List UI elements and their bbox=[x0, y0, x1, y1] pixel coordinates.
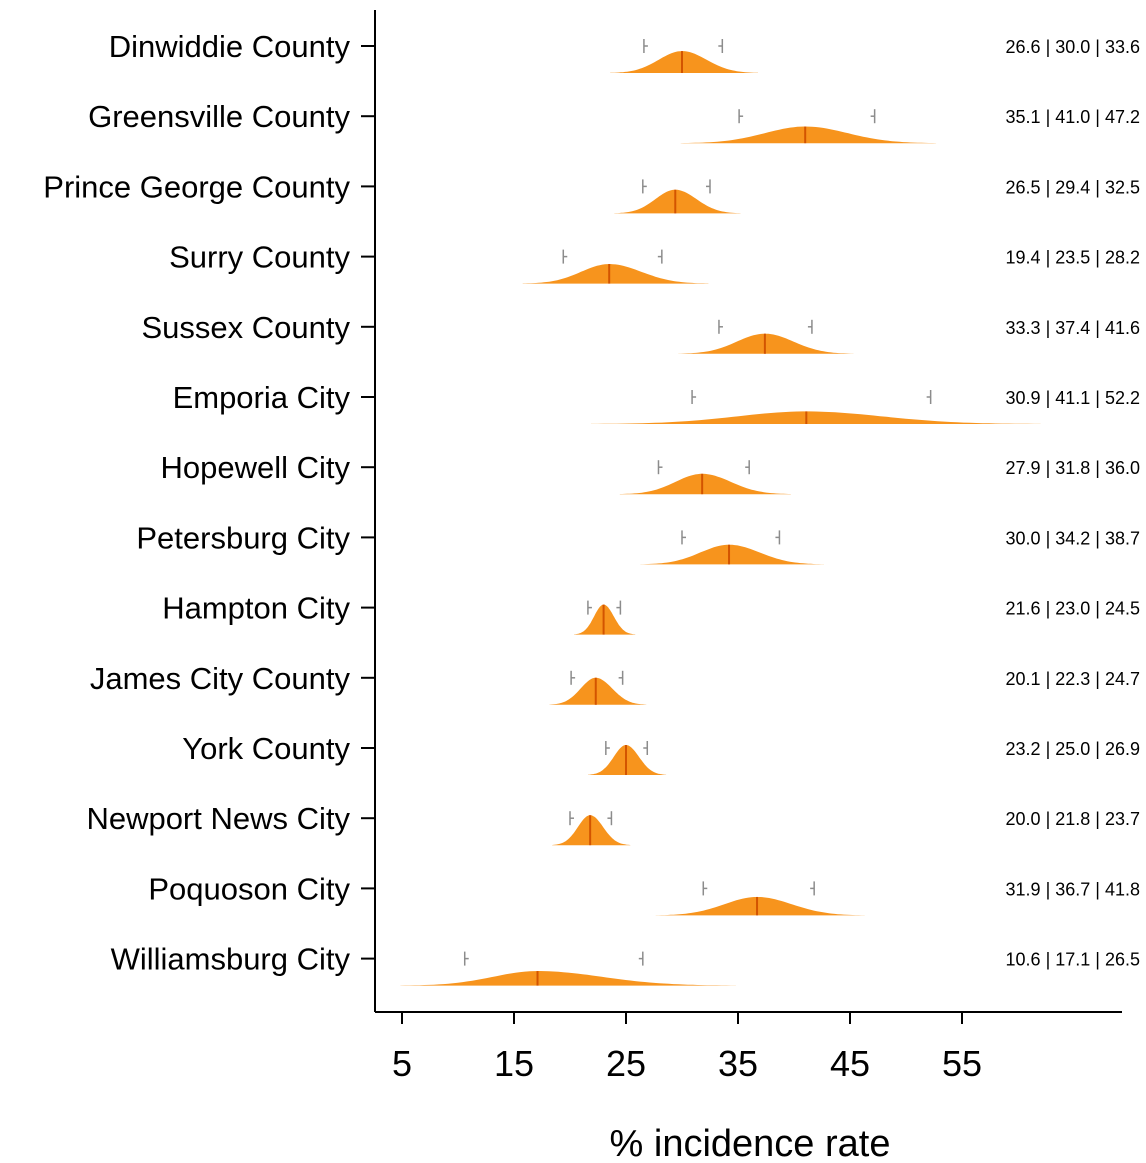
x-tick-label: 5 bbox=[392, 1043, 412, 1084]
category-label: Petersburg City bbox=[136, 520, 350, 555]
violin-shape bbox=[400, 971, 736, 986]
violin-shape bbox=[574, 604, 636, 635]
value-label: 20.1 | 22.3 | 24.7 bbox=[1006, 669, 1140, 689]
value-label: 19.4 | 23.5 | 28.2 bbox=[1006, 248, 1140, 268]
x-axis-title: % incidence rate bbox=[610, 1123, 891, 1163]
violin-shape bbox=[552, 815, 631, 846]
category-label: Dinwiddie County bbox=[109, 29, 351, 64]
plot-area: 5 15 25 35 45 55 Dinwiddie County 26.6 | 30.0 |… bbox=[43, 10, 1140, 1084]
x-tick-label: 35 bbox=[718, 1043, 758, 1084]
category-label: Greensville County bbox=[88, 99, 350, 134]
violin-shape bbox=[522, 264, 709, 284]
category-label: Surry County bbox=[169, 240, 350, 275]
violin-shape bbox=[614, 189, 741, 214]
violin-shape bbox=[549, 677, 647, 705]
category-label: Hampton City bbox=[162, 591, 350, 626]
value-label: 20.0 | 21.8 | 23.7 bbox=[1006, 809, 1140, 829]
value-label: 27.9 | 31.8 | 36.0 bbox=[1006, 458, 1140, 478]
category-label: Poquoson City bbox=[148, 871, 350, 906]
violin-shape bbox=[610, 51, 758, 73]
value-label: 21.6 | 23.0 | 24.5 bbox=[1006, 599, 1140, 619]
value-label: 31.9 | 36.7 | 41.8 bbox=[1006, 879, 1140, 899]
x-tick-label: 15 bbox=[494, 1043, 534, 1084]
value-label: 35.1 | 41.0 | 47.2 bbox=[1006, 107, 1140, 127]
violin-shape bbox=[680, 126, 937, 144]
value-label: 30.9 | 41.1 | 52.2 bbox=[1006, 388, 1140, 408]
value-label: 26.5 | 29.4 | 32.5 bbox=[1006, 177, 1140, 197]
violin-shape bbox=[588, 745, 667, 775]
category-label: York County bbox=[182, 731, 350, 766]
value-label: 23.2 | 25.0 | 26.9 bbox=[1006, 739, 1140, 759]
violin-shape bbox=[591, 411, 1041, 424]
x-tick-label: 55 bbox=[942, 1043, 982, 1084]
category-label: Hopewell City bbox=[160, 450, 350, 485]
value-label: 10.6 | 17.1 | 26.5 bbox=[1006, 950, 1140, 970]
value-label: 26.6 | 30.0 | 33.6 bbox=[1006, 37, 1140, 57]
violin-shape bbox=[655, 897, 865, 916]
value-label: 30.0 | 34.2 | 38.7 bbox=[1006, 528, 1140, 548]
violin-shape bbox=[640, 544, 824, 565]
category-label: Sussex County bbox=[142, 310, 351, 345]
x-tick-label: 45 bbox=[830, 1043, 870, 1084]
value-label: 33.3 | 37.4 | 41.6 bbox=[1006, 318, 1140, 338]
category-label: Newport News City bbox=[86, 801, 350, 836]
category-label: Williamsburg City bbox=[111, 942, 351, 977]
category-label: James City County bbox=[90, 661, 351, 696]
violin-shape bbox=[619, 473, 791, 495]
category-label: Emporia City bbox=[173, 380, 351, 415]
violin-shape bbox=[678, 333, 854, 354]
x-tick-label: 25 bbox=[606, 1043, 646, 1084]
category-label: Prince George County bbox=[43, 169, 350, 204]
